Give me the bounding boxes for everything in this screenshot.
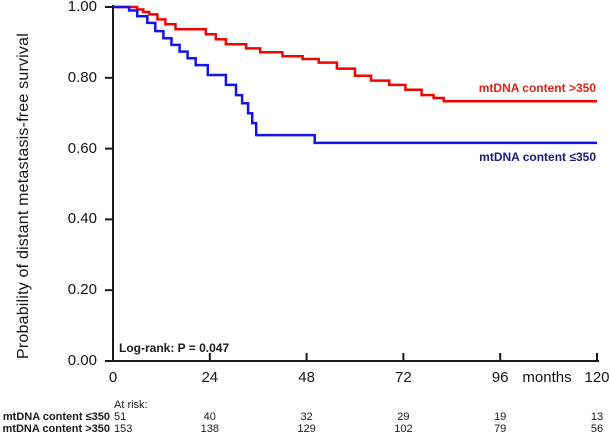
x-tick-label: 48 — [298, 369, 315, 386]
at-risk-count: 79 — [494, 423, 507, 434]
y-tick-label: 0.20 — [67, 281, 97, 299]
at-risk-title: At risk: — [114, 399, 148, 411]
km-curve-le350 — [113, 5, 597, 145]
at-risk-count: 29 — [397, 411, 410, 423]
y-tick-label: 1.00 — [67, 0, 97, 15]
legend-label-gt350: mtDNA content >350 — [478, 81, 596, 95]
at-risk-count: 102 — [394, 423, 413, 434]
at-risk-count: 40 — [203, 411, 216, 423]
at-risk-count: 138 — [200, 423, 219, 434]
x-tick-label: 96 — [491, 369, 509, 386]
y-tick-label: 0.40 — [67, 210, 97, 228]
x-tick-label: 24 — [201, 369, 219, 386]
at-risk-count: 51 — [114, 411, 127, 423]
logrank-annotation: Log-rank: P = 0.047 — [119, 341, 230, 355]
at-risk-count: 129 — [297, 423, 316, 434]
at-risk-row-label: mtDNA content ≤350 — [2, 411, 110, 423]
x-tick-label: 72 — [395, 369, 412, 386]
at-risk-count: 153 — [114, 423, 133, 434]
y-tick-label: 0.00 — [67, 352, 97, 369]
at-risk-count: 32 — [300, 411, 313, 423]
y-axis-title: Probability of distant metastasis-free s… — [15, 33, 32, 359]
km-curve-gt350 — [113, 5, 597, 103]
x-tick-label: 120 — [584, 369, 610, 386]
at-risk-count: 13 — [590, 411, 604, 423]
at-risk-count: 19 — [494, 411, 507, 423]
y-tick-label: 0.80 — [67, 68, 97, 86]
at-risk-row-label: mtDNA content >350 — [2, 423, 110, 434]
at-risk-count: 56 — [590, 423, 604, 434]
legend-label-le350: mtDNA content ≤350 — [479, 150, 596, 164]
x-tick-label: 0 — [108, 369, 118, 386]
y-tick-label: 0.60 — [67, 139, 97, 157]
x-axis-unit-label: months — [522, 369, 572, 386]
